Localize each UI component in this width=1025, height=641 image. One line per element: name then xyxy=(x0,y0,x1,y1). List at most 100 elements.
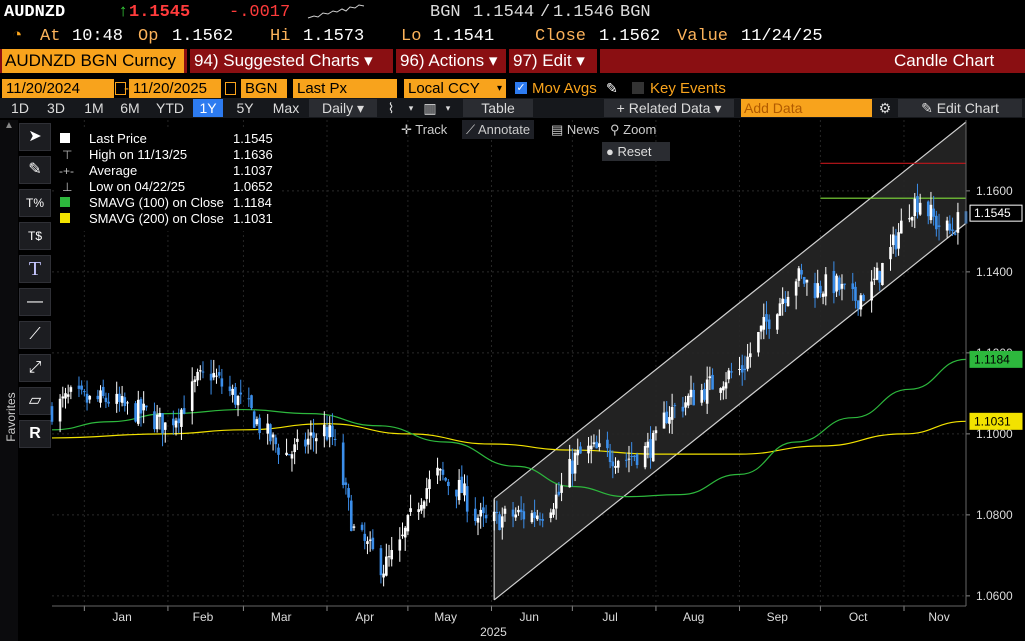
menu-divider xyxy=(597,49,600,73)
suggested-charts-menu[interactable]: 94) Suggested Charts ▾ xyxy=(194,51,373,70)
channel-tool-icon[interactable]: ▱ xyxy=(19,387,51,415)
quote-header: AUDNZD ↑ 1.1545 -.0017 BGN 1.1544 / 1.15… xyxy=(0,0,1025,26)
last-price: 1.1545 xyxy=(129,3,191,22)
line-chart-icon[interactable]: ⌇ xyxy=(387,100,395,116)
range-3d[interactable]: 3D xyxy=(47,100,65,116)
candle-body xyxy=(314,438,318,442)
ray-line-icon[interactable]: ⤢ xyxy=(19,354,51,382)
candles xyxy=(50,183,968,587)
security-field[interactable]: AUDNZD BGN Curncy xyxy=(2,49,184,73)
pencil-icon[interactable]: ✎ xyxy=(606,80,618,96)
trendline-icon[interactable]: ⟋ xyxy=(19,321,51,349)
candle-body xyxy=(500,516,504,528)
range-6m[interactable]: 6M xyxy=(120,100,140,116)
range-1d[interactable]: 1D xyxy=(11,100,29,116)
add-data-input[interactable]: Add Data xyxy=(741,99,872,117)
track-button[interactable]: ✛ Track xyxy=(397,120,451,139)
candle-body xyxy=(174,420,178,428)
chevron-down-icon[interactable]: ▾ xyxy=(408,103,414,113)
source-field[interactable]: BGN xyxy=(241,79,287,98)
candle-body xyxy=(926,201,930,217)
candle-body xyxy=(177,418,181,424)
actions-menu[interactable]: 96) Actions ▾ xyxy=(400,51,498,70)
candle-body xyxy=(533,512,536,518)
chevron-down-icon[interactable]: ▾ xyxy=(493,80,506,97)
candle-body xyxy=(684,402,687,408)
candle-body xyxy=(193,379,197,383)
settings-icon[interactable]: ⚙ xyxy=(878,100,892,116)
text-tool-icon[interactable]: T xyxy=(19,255,51,283)
candle-body xyxy=(816,283,820,298)
related-data-button[interactable]: + Related Data ▾ xyxy=(604,99,734,117)
candle-body xyxy=(889,246,892,260)
period-select[interactable]: Daily ▾ xyxy=(309,99,377,117)
edit-chart-button[interactable]: ✎ Edit Chart xyxy=(898,99,1022,117)
reset-button[interactable]: ● Reset xyxy=(602,142,670,161)
x-tick-label: Jul xyxy=(602,610,617,624)
candle-body xyxy=(743,368,747,371)
currency-select[interactable]: Local CCY xyxy=(404,79,506,98)
candle-body xyxy=(444,477,447,481)
annotate-button[interactable]: ⟋ Annotate xyxy=(462,120,535,139)
calendar-icon[interactable] xyxy=(115,82,126,95)
mov-avgs-checkbox[interactable]: ✓ xyxy=(515,82,527,94)
candle-body xyxy=(681,406,685,412)
candle-body xyxy=(738,368,741,370)
edit-menu[interactable]: 97) Edit ▾ xyxy=(513,51,585,70)
news-button[interactable]: ▤ News xyxy=(547,120,603,139)
x-year-label: 2025 xyxy=(480,625,507,639)
candle-body xyxy=(172,418,175,426)
candle-body xyxy=(727,370,731,380)
range-ytd[interactable]: YTD xyxy=(156,100,184,116)
value-date: 11/24/25 xyxy=(741,27,823,46)
candle-body xyxy=(347,488,350,498)
start-date-field[interactable]: 11/20/2024 xyxy=(2,79,114,98)
legend-value: 1.1184 xyxy=(233,195,272,210)
calendar-icon[interactable] xyxy=(225,82,236,95)
key-events-checkbox[interactable] xyxy=(632,82,644,94)
dollar-tool-icon[interactable]: T$ xyxy=(19,222,51,250)
candle-body xyxy=(198,370,202,372)
horizontal-line-icon[interactable]: — xyxy=(19,288,51,316)
key-events-label: Key Events xyxy=(650,80,726,97)
candle-body xyxy=(937,225,941,227)
candle-body xyxy=(325,426,329,440)
candle-body xyxy=(722,386,725,391)
candle-body xyxy=(120,396,124,403)
candle-body xyxy=(929,204,933,221)
chevron-down-icon[interactable]: ▾ xyxy=(445,103,451,113)
range-5y[interactable]: 5Y xyxy=(236,100,254,116)
regression-channel xyxy=(493,121,967,601)
bar-chart-icon[interactable]: ▥ xyxy=(423,100,437,116)
time-value: 10:48 xyxy=(72,27,124,46)
candle-body xyxy=(123,397,127,407)
legend-swatch-sma200 xyxy=(60,213,70,223)
table-button[interactable]: Table xyxy=(463,99,533,117)
cursor-icon[interactable]: ➤ xyxy=(19,123,51,151)
value-label: Value xyxy=(677,27,729,46)
candle-body xyxy=(767,319,771,329)
chevron-up-icon[interactable]: ▲ xyxy=(4,120,14,131)
candle-body xyxy=(312,432,315,438)
candle-body xyxy=(290,454,294,459)
draw-line-tool-icon[interactable]: ✎ xyxy=(19,156,51,184)
zoom-button[interactable]: ⚲ Zoom xyxy=(606,120,660,139)
candle-body xyxy=(859,295,863,310)
percent-tool-icon[interactable]: T% xyxy=(19,189,51,217)
chart-type-title: Candle Chart xyxy=(894,51,995,70)
range-max[interactable]: Max xyxy=(272,100,300,116)
range-1y[interactable]: 1Y xyxy=(193,99,223,117)
retracement-tool-icon[interactable]: R xyxy=(19,420,51,448)
field-select[interactable]: Last Px xyxy=(293,79,397,98)
candle-body xyxy=(740,365,744,373)
range-1m[interactable]: 1M xyxy=(84,100,104,116)
end-date-field[interactable]: 11/20/2025 xyxy=(129,79,221,98)
candle-body xyxy=(360,524,364,530)
candle-body xyxy=(220,378,224,387)
candle-body xyxy=(64,393,67,399)
x-tick-label: Jun xyxy=(520,610,539,624)
price-chart[interactable]: 1.06001.08001.10001.12001.14001.1600JanF… xyxy=(0,118,1025,641)
candle-body xyxy=(479,509,482,517)
candle-body xyxy=(368,539,372,541)
news-icon: ▤ xyxy=(551,122,567,137)
